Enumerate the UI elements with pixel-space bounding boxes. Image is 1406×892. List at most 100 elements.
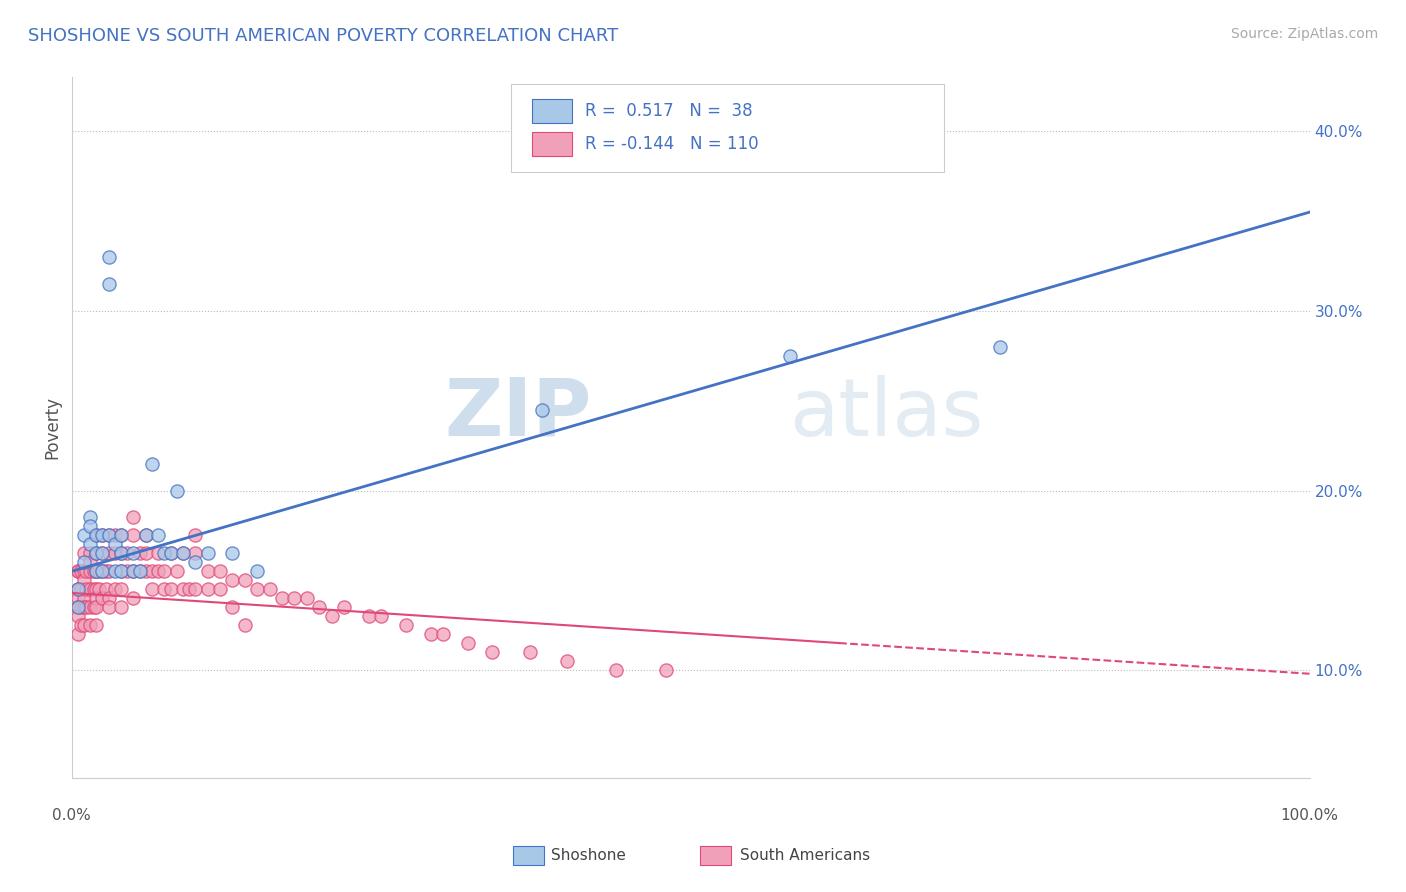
Point	[83, 565, 105, 579]
Point	[79, 510, 101, 524]
Point	[83, 600, 105, 615]
Point	[70, 565, 93, 579]
Point	[135, 565, 157, 579]
Point	[84, 591, 107, 606]
Point	[655, 663, 678, 677]
Point	[66, 600, 89, 615]
Point	[79, 555, 101, 569]
Point	[84, 565, 107, 579]
Point	[66, 582, 89, 597]
Point	[172, 582, 194, 597]
Point	[179, 582, 201, 597]
Point	[233, 618, 256, 632]
Point	[370, 609, 392, 624]
Point	[66, 627, 89, 641]
Point	[91, 546, 114, 560]
Point	[122, 565, 145, 579]
Point	[97, 250, 120, 264]
Point	[122, 528, 145, 542]
Point	[97, 528, 120, 542]
FancyBboxPatch shape	[510, 85, 945, 172]
Point	[91, 565, 114, 579]
Point	[148, 565, 170, 579]
Point	[73, 555, 96, 569]
Point	[70, 618, 93, 632]
Point	[117, 565, 139, 579]
Point	[66, 591, 89, 606]
Point	[97, 565, 120, 579]
Point	[153, 546, 176, 560]
Point	[110, 546, 132, 560]
Point	[135, 528, 157, 542]
Point	[988, 340, 1011, 354]
Point	[73, 546, 96, 560]
Point	[259, 582, 281, 597]
Point	[91, 591, 114, 606]
Point	[197, 582, 219, 597]
Point	[197, 546, 219, 560]
Point	[84, 565, 107, 579]
Point	[128, 565, 150, 579]
Text: 0.0%: 0.0%	[52, 808, 91, 823]
Point	[110, 565, 132, 579]
Point	[141, 565, 163, 579]
Point	[96, 582, 118, 597]
Point	[457, 636, 479, 650]
Point	[104, 565, 127, 579]
Point	[75, 600, 97, 615]
Point	[221, 600, 243, 615]
Point	[97, 591, 120, 606]
Point	[91, 528, 114, 542]
Point	[79, 618, 101, 632]
Point	[79, 565, 101, 579]
Point	[84, 546, 107, 560]
Point	[172, 546, 194, 560]
Point	[84, 600, 107, 615]
Point	[70, 600, 93, 615]
Point	[357, 609, 380, 624]
Point	[73, 600, 96, 615]
Point	[84, 546, 107, 560]
Point	[159, 546, 181, 560]
Point	[110, 582, 132, 597]
Point	[197, 565, 219, 579]
Point	[166, 483, 188, 498]
Point	[84, 618, 107, 632]
Point	[104, 537, 127, 551]
Point	[333, 600, 356, 615]
Point	[73, 574, 96, 588]
Point	[153, 565, 176, 579]
Point	[128, 546, 150, 560]
Point	[122, 565, 145, 579]
Point	[779, 349, 801, 363]
Text: 100.0%: 100.0%	[1281, 808, 1339, 823]
Point	[66, 565, 89, 579]
Point	[184, 528, 207, 542]
Point	[117, 546, 139, 560]
Point	[91, 528, 114, 542]
Point	[481, 645, 503, 659]
Point	[122, 546, 145, 560]
Text: R = -0.144   N = 110: R = -0.144 N = 110	[585, 135, 759, 153]
Point	[91, 565, 114, 579]
Point	[97, 277, 120, 291]
Point	[73, 591, 96, 606]
Text: SHOSHONE VS SOUTH AMERICAN POVERTY CORRELATION CHART: SHOSHONE VS SOUTH AMERICAN POVERTY CORRE…	[28, 27, 619, 45]
Point	[87, 582, 110, 597]
Point	[605, 663, 627, 677]
Point	[87, 565, 110, 579]
FancyBboxPatch shape	[531, 99, 572, 123]
Point	[555, 654, 578, 668]
Point	[246, 582, 269, 597]
Point	[122, 510, 145, 524]
Point	[221, 574, 243, 588]
Point	[97, 600, 120, 615]
Point	[110, 528, 132, 542]
Point	[128, 565, 150, 579]
Point	[84, 582, 107, 597]
Point	[110, 565, 132, 579]
Point	[246, 565, 269, 579]
Point	[79, 600, 101, 615]
Point	[66, 582, 89, 597]
Point	[75, 565, 97, 579]
